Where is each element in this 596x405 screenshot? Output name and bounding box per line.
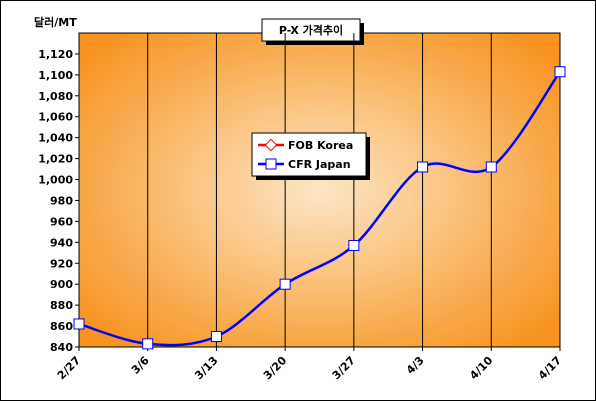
marker [348, 239, 360, 251]
y-tick-label: 900 [50, 278, 73, 291]
marker [210, 331, 222, 343]
y-tick-label: 1,020 [38, 153, 73, 166]
y-tick-label: 920 [50, 257, 73, 270]
marker [485, 161, 497, 173]
y-tick-label: 1,000 [38, 174, 73, 187]
marker [417, 161, 429, 173]
y-tick-label: 1,100 [38, 69, 73, 82]
y-tick-label: 960 [50, 215, 73, 228]
y-tick-label: 1,040 [38, 132, 73, 145]
y-axis-label: 달러/MT [34, 15, 77, 29]
y-tick-label: 840 [50, 341, 73, 354]
plot-area [78, 32, 561, 348]
title-box [261, 18, 361, 42]
y-tick-label: 980 [50, 194, 73, 207]
legend-marker [265, 158, 277, 170]
marker [279, 278, 291, 290]
y-tick-label: 1,120 [38, 48, 73, 61]
y-tick-label: 860 [50, 320, 73, 333]
y-tick-label: 880 [50, 299, 73, 312]
y-tick-label: 1,060 [38, 111, 73, 124]
chart-title: P-X 가격추이 [279, 23, 343, 37]
legend-label: FOB Korea [288, 139, 353, 152]
legend-label: CFR Japan [288, 158, 351, 171]
legend-marker [264, 138, 278, 152]
marker [554, 66, 566, 78]
y-tick-label: 940 [50, 236, 73, 249]
marker [73, 318, 85, 330]
y-tick-label: 1,080 [38, 90, 73, 103]
marker [142, 338, 154, 350]
